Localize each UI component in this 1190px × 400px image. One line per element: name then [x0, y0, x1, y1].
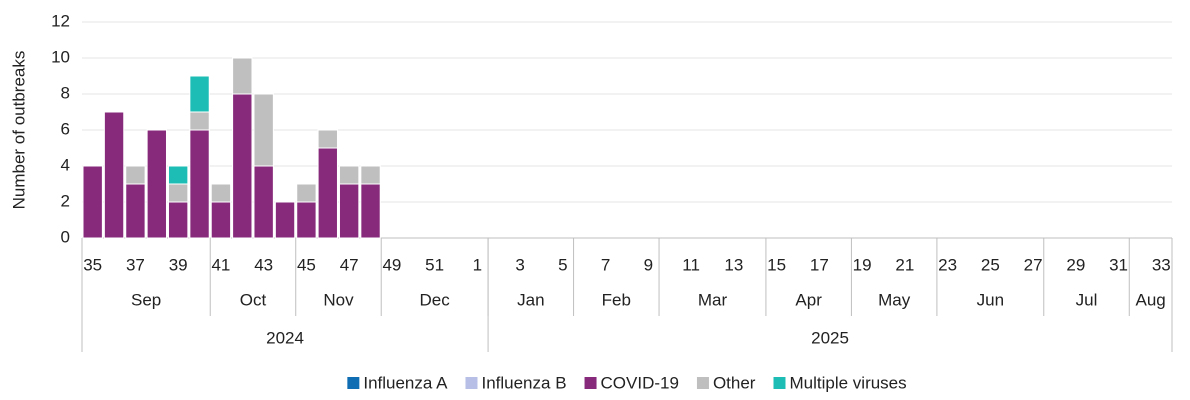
- x-tick-label: 33: [1152, 255, 1171, 274]
- y-tick-label: 6: [61, 119, 70, 138]
- group-label: Nov: [323, 290, 354, 309]
- x-tick-label: 19: [853, 255, 872, 274]
- x-tick-label: 31: [1109, 255, 1128, 274]
- x-tick-label: 1: [473, 255, 482, 274]
- x-tick-label: 29: [1066, 255, 1085, 274]
- bar-segment: [146, 129, 167, 239]
- group-label: Jun: [977, 290, 1004, 309]
- x-tick-label: 35: [83, 255, 102, 274]
- x-tick-label: 39: [169, 255, 188, 274]
- x-tick-label: 41: [211, 255, 230, 274]
- bar-segment: [338, 165, 360, 185]
- legend-swatch: [465, 377, 478, 389]
- group-label: Jul: [1076, 290, 1098, 309]
- legend-swatch: [696, 377, 709, 389]
- bar-segment: [296, 201, 317, 239]
- bar-segment: [253, 165, 274, 239]
- bar-segment: [360, 183, 381, 239]
- y-tick-label: 2: [61, 191, 70, 210]
- group-label: 2024: [266, 328, 304, 347]
- bar-segment: [189, 129, 210, 239]
- bar-segment: [274, 201, 296, 239]
- bar-segment: [125, 183, 146, 239]
- y-tick-label: 12: [51, 11, 70, 30]
- x-tick-label: 45: [297, 255, 316, 274]
- bar-segment: [317, 147, 338, 239]
- x-tick-label: 43: [254, 255, 273, 274]
- group-label: May: [878, 290, 911, 309]
- x-tick-label: 7: [601, 255, 610, 274]
- x-tick-label: 11: [682, 255, 700, 274]
- group-label: Oct: [240, 290, 267, 309]
- group-label: Mar: [698, 290, 728, 309]
- bar-segment: [189, 75, 210, 113]
- bar-segment: [167, 165, 189, 185]
- x-tick-label: 15: [767, 255, 786, 274]
- group-label: Feb: [602, 290, 631, 309]
- x-tick-label: 51: [425, 255, 444, 274]
- bar-segment: [210, 201, 232, 239]
- x-tick-label: 5: [558, 255, 567, 274]
- group-label: Sep: [131, 290, 161, 309]
- legend-label: COVID-19: [601, 373, 679, 392]
- group-label: Apr: [795, 290, 822, 309]
- group-label: 2025: [811, 328, 849, 347]
- y-axis-label: Number of outbreaks: [9, 51, 28, 210]
- bar-segment: [125, 165, 146, 185]
- legend-label: Multiple viruses: [789, 373, 906, 392]
- bar-segment: [317, 129, 338, 149]
- x-tick-label: 49: [382, 255, 401, 274]
- bar-segment: [253, 93, 274, 167]
- x-tick-label: 37: [126, 255, 145, 274]
- group-label: Jan: [517, 290, 544, 309]
- x-tick-label: 17: [810, 255, 829, 274]
- x-tick-label: 47: [340, 255, 359, 274]
- x-tick-label: 9: [644, 255, 653, 274]
- x-tick-label: 23: [938, 255, 957, 274]
- bar-segment: [103, 111, 125, 239]
- bar-segment: [232, 57, 253, 95]
- x-tick-label: 21: [895, 255, 914, 274]
- bar-segment: [210, 183, 232, 203]
- group-label: Aug: [1136, 290, 1166, 309]
- y-tick-label: 8: [61, 83, 70, 102]
- bar-segment: [360, 165, 381, 185]
- bar-segment: [296, 183, 317, 203]
- x-tick-label: 13: [724, 255, 743, 274]
- x-tick-label: 25: [981, 255, 1000, 274]
- x-tick-label: 3: [515, 255, 524, 274]
- bar-segment: [232, 93, 253, 239]
- bar-segment: [82, 165, 103, 239]
- legend-swatch: [347, 377, 360, 389]
- y-tick-label: 10: [51, 47, 70, 66]
- bar-segment: [167, 201, 189, 239]
- legend-label: Influenza B: [481, 373, 566, 392]
- legend-label: Other: [713, 373, 756, 392]
- bar-segment: [167, 183, 189, 203]
- bar-segment: [338, 183, 360, 239]
- group-label: Dec: [420, 290, 451, 309]
- x-tick-label: 27: [1024, 255, 1043, 274]
- y-tick-label: 0: [61, 227, 70, 246]
- y-tick-label: 4: [61, 155, 70, 174]
- legend-label: Influenza A: [363, 373, 448, 392]
- bar-segment: [189, 111, 210, 131]
- legend-swatch: [584, 377, 597, 389]
- legend-swatch: [773, 377, 786, 389]
